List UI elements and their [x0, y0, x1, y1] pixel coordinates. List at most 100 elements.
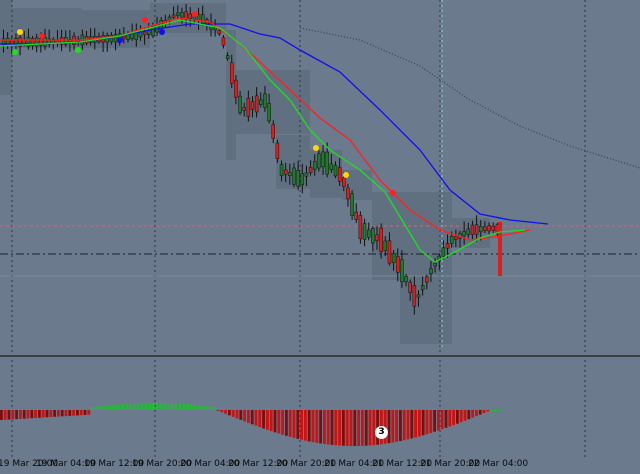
histogram-bar: [197, 405, 201, 410]
candle-body: [416, 294, 421, 298]
histogram-bar: [463, 410, 467, 421]
histogram-bar: [171, 403, 174, 410]
candle-body: [333, 164, 338, 177]
time-axis-label: 21 Mar 12:00: [372, 459, 433, 469]
histogram-bar: [114, 404, 117, 410]
candle-body: [259, 99, 263, 105]
histogram-bar: [414, 410, 417, 438]
histogram-bar: [7, 410, 11, 420]
histogram-bar: [300, 410, 303, 440]
candle-body: [147, 30, 151, 35]
histogram-bar: [201, 405, 205, 410]
candle-body: [47, 38, 51, 45]
candle-body: [387, 240, 392, 264]
candle-body: [321, 151, 325, 168]
histogram-bar: [490, 410, 493, 411]
candle-body: [230, 62, 234, 84]
histogram-bar: [30, 410, 34, 419]
candle-body: [180, 12, 184, 18]
histogram-bar: [140, 403, 144, 410]
histogram-bar: [258, 410, 262, 428]
histogram-bar: [307, 410, 311, 442]
signal-dot: [17, 29, 23, 35]
histogram-bar: [247, 410, 250, 423]
candle-body: [412, 284, 417, 307]
candle-body: [34, 37, 39, 47]
histogram-bar: [345, 410, 349, 446]
histogram-bar: [456, 410, 459, 424]
swing-box: [400, 192, 452, 344]
histogram-bar: [95, 406, 98, 410]
histogram-bar: [326, 410, 330, 445]
histogram-bar: [38, 410, 41, 418]
histogram-bar: [110, 405, 113, 410]
histogram-bar: [144, 403, 148, 410]
histogram-bar: [193, 404, 197, 410]
histogram-bar: [433, 410, 436, 432]
candle-body: [296, 170, 300, 187]
histogram-bar: [91, 406, 94, 410]
histogram-bar: [482, 410, 486, 414]
histogram-bar: [372, 410, 376, 446]
histogram-bar: [72, 410, 75, 416]
histogram-bar: [182, 404, 186, 410]
candle-body: [358, 215, 363, 239]
signal-dot: [343, 172, 349, 178]
histogram-bar: [250, 410, 254, 425]
candle-body: [462, 231, 466, 237]
candle-body: [313, 161, 317, 170]
histogram-bar: [330, 410, 334, 445]
ma-long-line: [299, 27, 640, 169]
histogram-bar: [357, 410, 360, 446]
histogram-bar: [26, 410, 30, 419]
histogram-bar: [478, 410, 482, 415]
time-axis-label: 21 Mar 20:00: [420, 459, 481, 469]
histogram-bar: [368, 410, 372, 446]
histogram-bar: [425, 410, 429, 435]
time-axis-label: 19 Mar 04:00: [36, 459, 97, 469]
candle-body: [366, 229, 371, 238]
histogram-bar: [437, 410, 440, 431]
time-axis-label: 19 Mar 20:00: [0, 459, 59, 469]
histogram-bar: [292, 410, 296, 438]
histogram-bar: [117, 404, 121, 410]
candle-body: [254, 95, 259, 113]
candle-body: [325, 151, 329, 175]
histogram-bar: [11, 410, 15, 420]
histogram-bar: [209, 406, 212, 410]
time-axis-label: 20 Mar 04:00: [180, 459, 241, 469]
signal-dot: [117, 37, 123, 43]
candle-body: [246, 97, 251, 117]
swing-box: [0, 0, 12, 95]
candle-body: [43, 37, 47, 47]
histogram-bar: [497, 410, 501, 411]
histogram-bar: [277, 410, 281, 434]
candle-body: [234, 79, 238, 98]
ma-fast-line: [0, 19, 526, 263]
histogram-bar: [239, 410, 243, 420]
candle-body: [188, 13, 192, 19]
histogram-bar: [125, 403, 129, 410]
histogram-bar: [87, 410, 91, 415]
histogram-bar: [167, 403, 170, 410]
histogram-bar: [475, 410, 478, 417]
wave-count-badge: 3: [375, 426, 388, 439]
candle-body: [429, 268, 433, 274]
candle-body: [346, 187, 350, 200]
histogram-bar: [269, 410, 273, 432]
candle-body: [142, 31, 147, 36]
histogram-bar: [121, 404, 125, 410]
candle-body: [498, 222, 502, 276]
candle-body: [176, 12, 180, 16]
histogram-bar: [281, 410, 284, 435]
histogram-bar: [155, 403, 159, 410]
candle-body: [30, 38, 35, 46]
histogram-bar: [459, 410, 463, 423]
histogram-bar: [334, 410, 338, 446]
histogram-bar: [228, 410, 231, 416]
histogram-bar: [22, 410, 26, 419]
histogram-bar: [79, 410, 83, 416]
candle-body: [64, 37, 68, 45]
